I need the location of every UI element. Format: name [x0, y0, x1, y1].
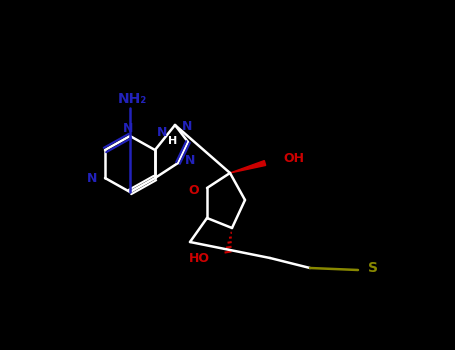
Text: N: N [123, 121, 133, 134]
Text: N: N [86, 172, 97, 184]
Polygon shape [230, 161, 266, 173]
Text: H: H [168, 136, 177, 146]
Text: HO: HO [189, 252, 210, 265]
Text: S: S [368, 261, 378, 275]
Text: O: O [188, 183, 199, 196]
Text: OH: OH [283, 152, 304, 164]
Text: N: N [182, 120, 192, 133]
Text: NH₂: NH₂ [117, 92, 147, 106]
Text: N: N [157, 126, 167, 140]
Text: N: N [185, 154, 195, 168]
